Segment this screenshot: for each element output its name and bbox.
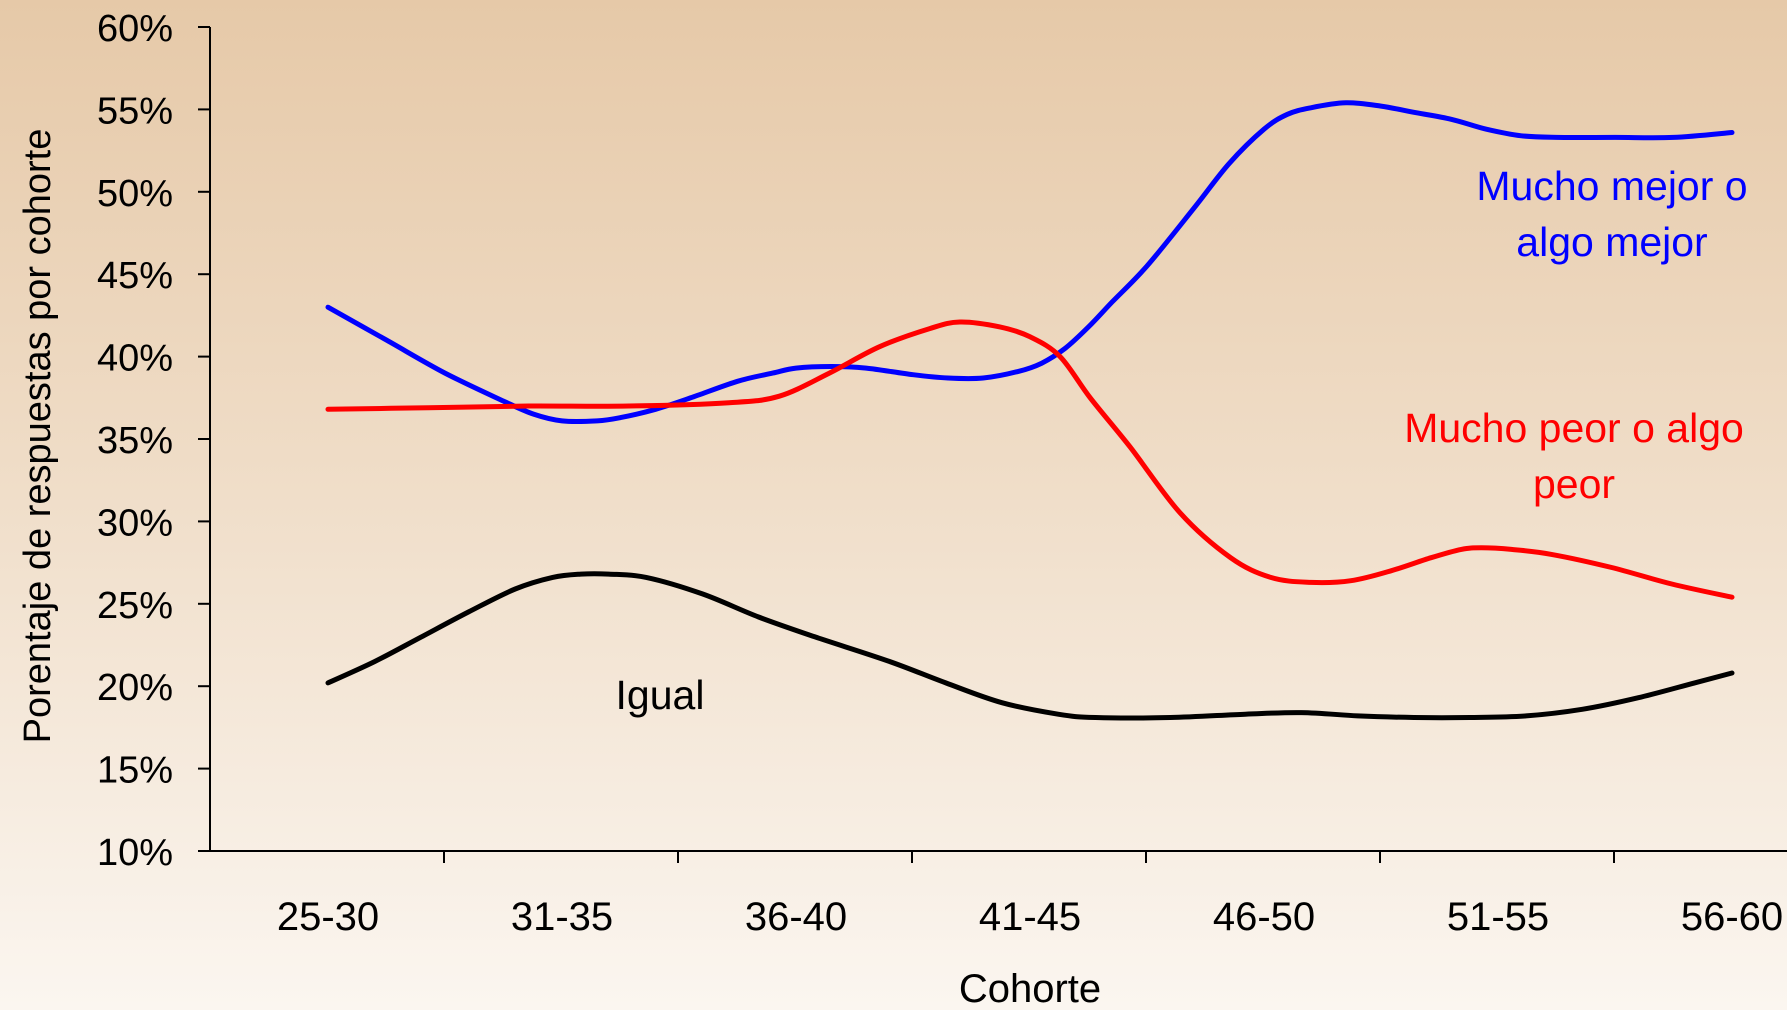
series-lines bbox=[325, 100, 1735, 721]
series-label-1: Mucho peor o algo bbox=[1404, 405, 1744, 451]
x-axis-title: Cohorte bbox=[959, 967, 1101, 1010]
y-tick-label: 40% bbox=[97, 338, 173, 380]
series-labels: Mucho mejor o algo mejor Mucho peor o algo… bbox=[616, 163, 1748, 718]
x-tick-label: 51-55 bbox=[1447, 895, 1549, 939]
y-tick-label: 15% bbox=[97, 750, 173, 792]
y-tick-label: 30% bbox=[97, 502, 173, 544]
series-line-0 bbox=[325, 100, 1735, 425]
x-tick-label: 41-45 bbox=[979, 895, 1081, 939]
y-tick-label: 45% bbox=[97, 255, 173, 297]
y-tick-label: 60% bbox=[97, 8, 173, 50]
series-label-0: Mucho mejor o bbox=[1476, 163, 1747, 209]
y-tick-label: 25% bbox=[97, 585, 173, 627]
series-line-2 bbox=[325, 571, 1735, 721]
x-tick-label: 56-60 bbox=[1681, 895, 1783, 939]
series-label-2: Igual bbox=[616, 672, 705, 718]
series-line-1 bbox=[325, 319, 1735, 600]
series-label-1: peor bbox=[1533, 461, 1615, 507]
y-tick-label: 50% bbox=[97, 173, 173, 215]
series-label-0: algo mejor bbox=[1516, 219, 1707, 265]
x-tick-label: 36-40 bbox=[745, 895, 847, 939]
x-axis-ticks: 25-30 31-35 36-40 41-45 46-50 51-55 56-60 bbox=[277, 851, 1783, 939]
x-tick-label: 25-30 bbox=[277, 895, 379, 939]
y-tick-label: 10% bbox=[97, 832, 173, 874]
y-tick-label: 35% bbox=[97, 420, 173, 462]
y-axis-ticks: 10% 15% 20% 25% 30% 35% 40% 45% 50% 55% 60% bbox=[97, 8, 210, 874]
y-tick-label: 20% bbox=[97, 667, 173, 709]
y-axis-title: Porentaje de respuestas por cohorte bbox=[17, 129, 59, 744]
x-tick-label: 31-35 bbox=[511, 895, 613, 939]
x-tick-label: 46-50 bbox=[1213, 895, 1315, 939]
y-tick-label: 55% bbox=[97, 90, 173, 132]
